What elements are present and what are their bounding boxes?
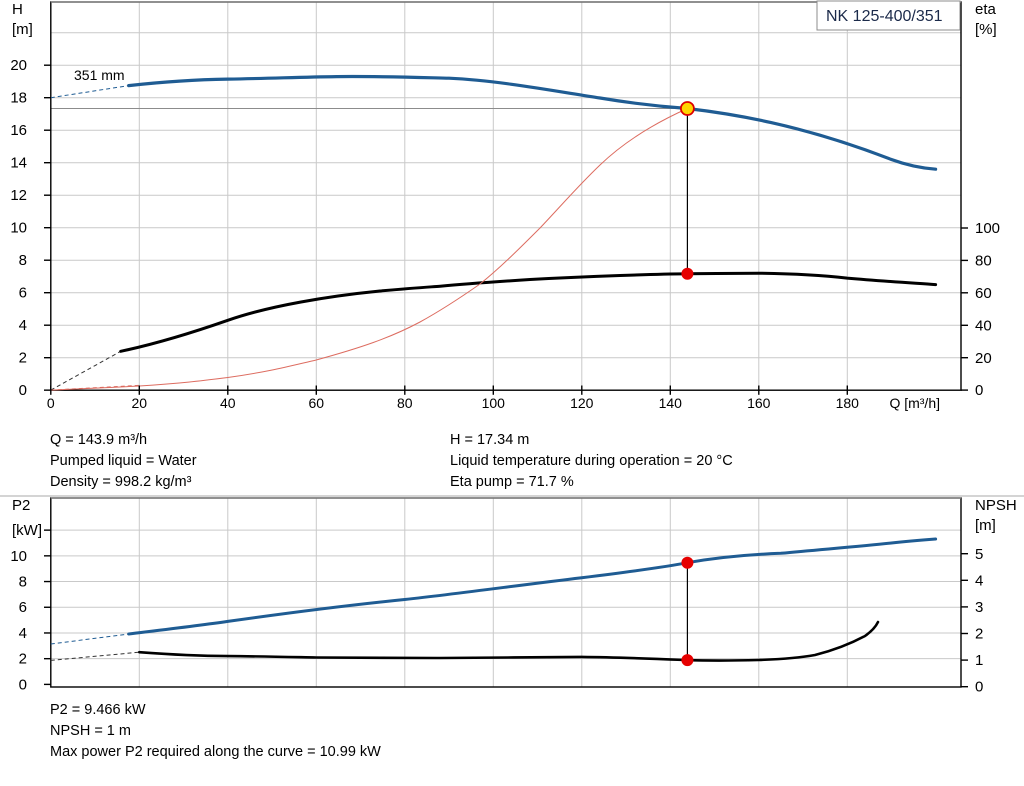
svg-text:NPSH = 1 m: NPSH = 1 m [50,723,131,739]
svg-text:0: 0 [975,382,983,399]
svg-text:16: 16 [10,122,27,139]
svg-text:P2: P2 [12,497,30,514]
svg-text:Q [m³/h]: Q [m³/h] [889,395,940,411]
svg-text:351 mm: 351 mm [74,67,125,83]
svg-text:140: 140 [659,395,683,411]
svg-text:Pumped liquid = Water: Pumped liquid = Water [50,453,197,469]
svg-text:Density = 998.2 kg/m³: Density = 998.2 kg/m³ [50,474,192,490]
svg-text:eta: eta [975,1,997,18]
svg-text:2: 2 [975,626,983,643]
svg-text:Eta pump = 71.7 %: Eta pump = 71.7 % [450,474,574,490]
svg-text:80: 80 [975,253,992,270]
svg-text:20: 20 [975,350,992,367]
svg-text:NPSH: NPSH [975,497,1017,514]
svg-text:80: 80 [397,395,413,411]
svg-text:[%]: [%] [975,21,997,38]
svg-text:2: 2 [19,651,27,668]
svg-text:120: 120 [570,395,594,411]
svg-text:0: 0 [47,395,55,411]
svg-text:20: 20 [10,57,27,74]
svg-text:P2 = 9.466 kW: P2 = 9.466 kW [50,702,146,718]
svg-text:180: 180 [836,395,860,411]
svg-text:14: 14 [10,155,27,172]
svg-text:40: 40 [975,317,992,334]
svg-text:[kW]: [kW] [12,522,42,539]
svg-text:60: 60 [309,395,325,411]
svg-text:4: 4 [19,317,27,334]
svg-text:2: 2 [19,350,27,367]
svg-text:1: 1 [975,652,983,669]
svg-text:Q = 143.9 m³/h: Q = 143.9 m³/h [50,432,147,448]
svg-text:60: 60 [975,285,992,302]
svg-text:6: 6 [19,285,27,302]
svg-text:160: 160 [747,395,771,411]
svg-text:5: 5 [975,546,983,563]
svg-text:Max power P2 required along th: Max power P2 required along the curve = … [50,744,381,760]
svg-text:10: 10 [10,220,27,237]
svg-text:0: 0 [19,676,27,693]
svg-text:4: 4 [975,573,983,590]
svg-text:6: 6 [19,599,27,616]
svg-text:Liquid temperature during oper: Liquid temperature during operation = 20… [450,453,733,469]
svg-text:H: H [12,1,23,18]
svg-text:12: 12 [10,187,27,204]
svg-text:NK 125-400/351: NK 125-400/351 [826,8,943,25]
svg-text:8: 8 [19,574,27,591]
svg-text:[m]: [m] [12,21,33,38]
svg-text:3: 3 [975,599,983,616]
svg-text:0: 0 [19,382,27,399]
svg-text:4: 4 [19,625,27,642]
svg-text:100: 100 [482,395,506,411]
svg-text:40: 40 [220,395,236,411]
svg-text:10: 10 [10,548,27,565]
svg-text:0: 0 [975,679,983,696]
svg-text:H = 17.34 m: H = 17.34 m [450,432,529,448]
svg-text:100: 100 [975,220,1000,237]
svg-text:[m]: [m] [975,517,996,534]
svg-text:20: 20 [132,395,148,411]
svg-text:8: 8 [19,252,27,269]
svg-text:18: 18 [10,90,27,107]
